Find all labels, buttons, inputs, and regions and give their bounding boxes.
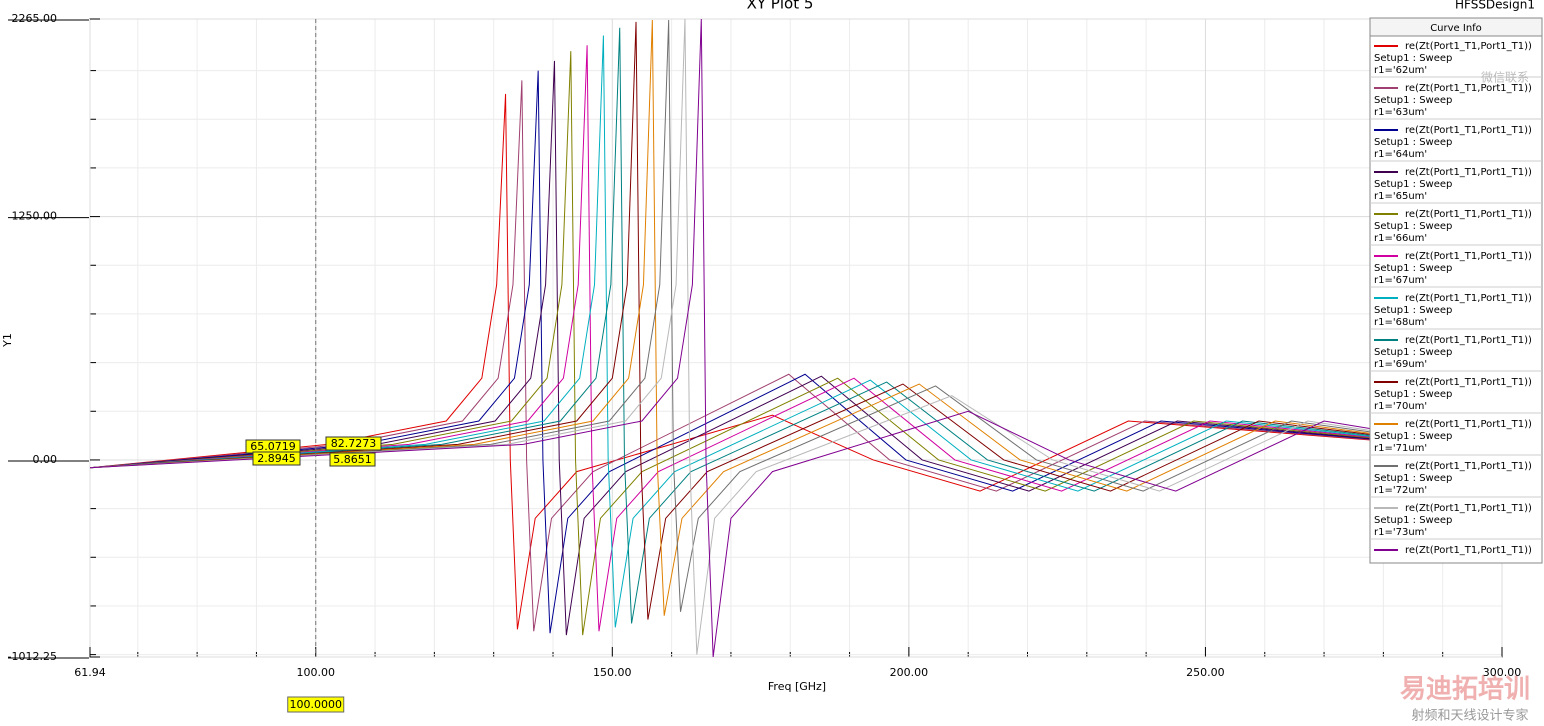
x-tick-label: 200.00 [890, 666, 929, 679]
legend-setup: Setup1 : Sweep [1374, 263, 1452, 274]
legend-setup: Setup1 : Sweep [1374, 389, 1452, 400]
marker-box [252, 451, 301, 466]
chart-title: XY Plot 5 [747, 0, 814, 13]
curve [90, 93, 1502, 630]
x-tick-label: 100.00 [296, 666, 335, 679]
curve [90, 51, 1502, 636]
legend-label: re(Zt(Port1_T1,Port1_T1)) [1405, 83, 1532, 94]
y-tick-label: 2265.00 [12, 12, 58, 25]
legend-variation: r1='66um' [1374, 233, 1427, 244]
y-tick-label: 1250.00 [12, 210, 58, 223]
legend-label: re(Zt(Port1_T1,Port1_T1)) [1405, 545, 1532, 556]
legend-setup: Setup1 : Sweep [1374, 137, 1452, 148]
x-tick-label: 61.94 [74, 666, 106, 679]
watermark: 微信联系 [1481, 71, 1529, 85]
legend-label: re(Zt(Port1_T1,Port1_T1)) [1405, 251, 1532, 262]
legend-setup: Setup1 : Sweep [1374, 53, 1452, 64]
curve [90, 19, 1502, 657]
x-tick-label: 150.00 [593, 666, 632, 679]
legend-label: re(Zt(Port1_T1,Port1_T1)) [1405, 41, 1532, 52]
curve [90, 60, 1502, 636]
curve [90, 19, 1502, 655]
legend-variation: r1='65um' [1374, 191, 1427, 202]
cursor-label: 100.0000 [289, 698, 342, 711]
marker-label: 82.7273 [331, 437, 377, 450]
watermark: 射频和天线设计专家 [1411, 708, 1528, 724]
x-tick-label: 300.00 [1483, 666, 1522, 679]
legend-label: re(Zt(Port1_T1,Port1_T1)) [1405, 293, 1532, 304]
legend-header [1369, 17, 1543, 37]
marker-box [325, 436, 382, 451]
legend-variation: r1='62um' [1374, 65, 1427, 76]
marker-label: 2.8945 [257, 452, 296, 465]
curve [90, 80, 1502, 632]
design-name: HFSSDesign1 [1455, 0, 1535, 12]
y-tick-label: 0.00 [33, 453, 58, 466]
legend-label: re(Zt(Port1_T1,Port1_T1)) [1405, 419, 1532, 430]
legend-box [1369, 17, 1543, 564]
curve [90, 27, 1502, 624]
y-tick-label: -1012.25 [8, 650, 57, 663]
marker-box [329, 452, 376, 467]
curve [90, 35, 1502, 628]
legend-variation: r1='67um' [1374, 275, 1427, 286]
legend-variation: r1='72um' [1374, 485, 1427, 496]
marker-label: 5.8651 [333, 453, 372, 466]
curves [90, 19, 1502, 657]
legend-setup: Setup1 : Sweep [1374, 179, 1452, 190]
legend-setup: Setup1 : Sweep [1374, 431, 1452, 442]
legend-setup: Setup1 : Sweep [1374, 347, 1452, 358]
x-axis-label: Freq [GHz] [768, 680, 826, 693]
legend: Curve Info re(Zt(Port1_T1,Port1_T1))Setu… [1369, 17, 1543, 564]
legend-variation: r1='68um' [1374, 317, 1427, 328]
legend-variation: r1='73um' [1374, 527, 1427, 538]
legend-label: re(Zt(Port1_T1,Port1_T1)) [1405, 125, 1532, 136]
legend-label: re(Zt(Port1_T1,Port1_T1)) [1405, 209, 1532, 220]
y-axis-label: Y1 [1, 333, 14, 348]
plot-area [89, 18, 1503, 658]
legend-title: Curve Info [1430, 23, 1482, 34]
watermark: 易迪拓培训 [1400, 675, 1530, 705]
legend-label: re(Zt(Port1_T1,Port1_T1)) [1405, 377, 1532, 388]
legend-label: re(Zt(Port1_T1,Port1_T1)) [1405, 167, 1532, 178]
curve [90, 45, 1502, 632]
legend-setup: Setup1 : Sweep [1374, 95, 1452, 106]
curve [90, 19, 1502, 616]
cursor-label-box [287, 696, 345, 713]
x-tick-label: 250.00 [1186, 666, 1225, 679]
legend-setup: Setup1 : Sweep [1374, 473, 1452, 484]
legend-variation: r1='63um' [1374, 107, 1427, 118]
legend-variation: r1='71um' [1374, 443, 1427, 454]
legend-variation: r1='70um' [1374, 401, 1427, 412]
legend-label: re(Zt(Port1_T1,Port1_T1)) [1405, 503, 1532, 514]
legend-variation: r1='64um' [1374, 149, 1427, 160]
legend-setup: Setup1 : Sweep [1374, 305, 1452, 316]
legend-setup: Setup1 : Sweep [1374, 515, 1452, 526]
legend-label: re(Zt(Port1_T1,Port1_T1)) [1405, 461, 1532, 472]
legend-variation: r1='69um' [1374, 359, 1427, 370]
curve [90, 19, 1502, 612]
marker-label: 65.0719 [250, 440, 296, 453]
curve [90, 21, 1502, 620]
legend-setup: Setup1 : Sweep [1374, 221, 1452, 232]
curve [90, 70, 1502, 634]
legend-label: re(Zt(Port1_T1,Port1_T1)) [1405, 335, 1532, 346]
